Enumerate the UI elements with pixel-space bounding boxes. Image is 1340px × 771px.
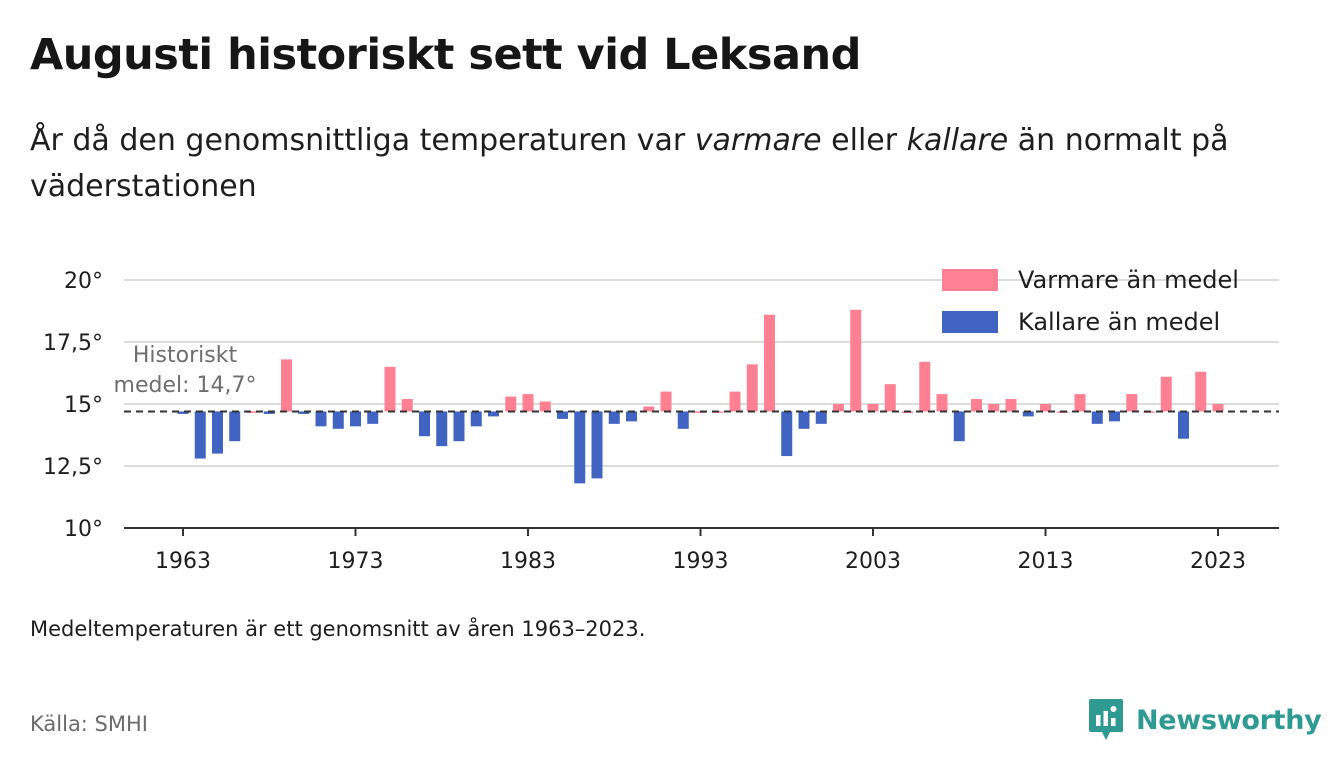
x-tick-label: 2013 [1018,549,1074,574]
bar [470,411,482,427]
x-tick-label: 1973 [328,549,384,574]
bar [764,314,775,412]
brand-name: Newsworthy [1136,704,1322,736]
newsworthy-logo-icon [1089,699,1123,740]
subtitle-text-2: eller [821,123,907,158]
bar [350,411,361,427]
bar [1195,371,1207,412]
bar [1074,394,1086,412]
y-axis-ticks: 10° 12,5° 15° 17,5° 20° [43,269,103,542]
bar [1005,399,1017,412]
legend-label-warm: Varmare än medel [1018,266,1239,294]
x-tick-label: 2003 [845,549,901,574]
bar [781,411,793,457]
bar [212,411,223,454]
x-tick-label: 1963 [155,549,211,574]
bar [539,401,551,412]
bars [177,309,1224,484]
grid-lines [124,279,1279,467]
legend-label-cold: Kallare än medel [1018,308,1221,336]
bar [1022,411,1034,417]
bar [453,411,465,442]
bar [1040,404,1051,412]
subtitle-cold-word: kallare [906,123,1009,158]
bar [1126,394,1138,412]
bar [488,411,499,417]
bar [660,391,672,412]
bar [746,364,758,412]
bar-chart: 10° 12,5° 15° 17,5° 20° Historiskt medel: 14,… [43,269,1279,574]
legend-swatch-cold [942,311,998,333]
x-tick-label: 1983 [500,549,556,574]
bar [263,411,275,414]
bar [194,411,206,459]
y-tick-label: 12,5° [43,455,103,480]
legend-item-cold: Kallare än medel [942,308,1220,336]
bar [729,391,741,412]
bar [384,366,396,412]
bar [1178,411,1189,439]
bar [677,411,689,429]
source-credit: Källa: SMHI [30,712,148,736]
bar [315,411,327,427]
bar [591,411,603,479]
bar [988,404,1000,412]
x-tick-label: 1993 [673,549,729,574]
chart-title: Augusti historiskt sett vid Leksand [30,30,861,80]
legend-swatch-warm [942,269,998,291]
bar [608,411,620,424]
bar [1109,411,1120,422]
bar [919,361,931,412]
bar [798,411,810,429]
bar [367,411,379,424]
bar [298,411,310,414]
baseline-label: Historiskt medel: 14,7° [114,343,257,398]
y-tick-label: 10° [64,517,103,542]
legend-item-warm: Varmare än medel [942,266,1239,294]
bar [884,384,896,412]
bar [246,411,258,413]
baseline: Historiskt medel: 14,7° [114,343,1279,413]
chart-subtitle: År då den genomsnittliga temperaturen va… [30,118,1270,210]
baseline-label-line: Historiskt [133,343,238,368]
bar [850,309,862,412]
y-tick-label: 15° [64,393,103,418]
bar [1091,411,1103,424]
footnote: Medeltemperaturen är ett genomsnitt av å… [30,617,646,641]
baseline-label-line: medel: 14,7° [114,373,257,398]
bar [626,411,637,422]
subtitle-warm-word: varmare [694,123,822,158]
bar [281,359,292,412]
bar [574,411,586,484]
bar [936,394,948,412]
subtitle-text-1: År då den genomsnittliga temperaturen va… [30,123,695,158]
bar [953,411,965,442]
subtitle-text-3: än normalt på väderstationen [30,123,1229,204]
bar [436,411,448,447]
y-tick-label: 17,5° [43,331,103,356]
bar [229,411,241,442]
bar [1212,404,1224,412]
bar [177,411,189,414]
bar [815,411,827,424]
bar [332,411,344,429]
bar [643,406,655,412]
x-tick-label: 2023 [1190,549,1246,574]
brand-logo: Newsworthy [1088,697,1322,743]
bar [971,399,982,412]
bar [505,396,517,412]
bar [419,411,430,437]
y-tick-label: 20° [64,269,103,294]
bar [1160,376,1172,412]
bar [522,394,534,412]
bar [867,404,879,412]
bar [401,399,413,412]
bar [833,404,844,412]
bar [557,411,568,419]
x-axis: 1963 1973 1983 1993 2003 2013 2023 [124,527,1279,574]
